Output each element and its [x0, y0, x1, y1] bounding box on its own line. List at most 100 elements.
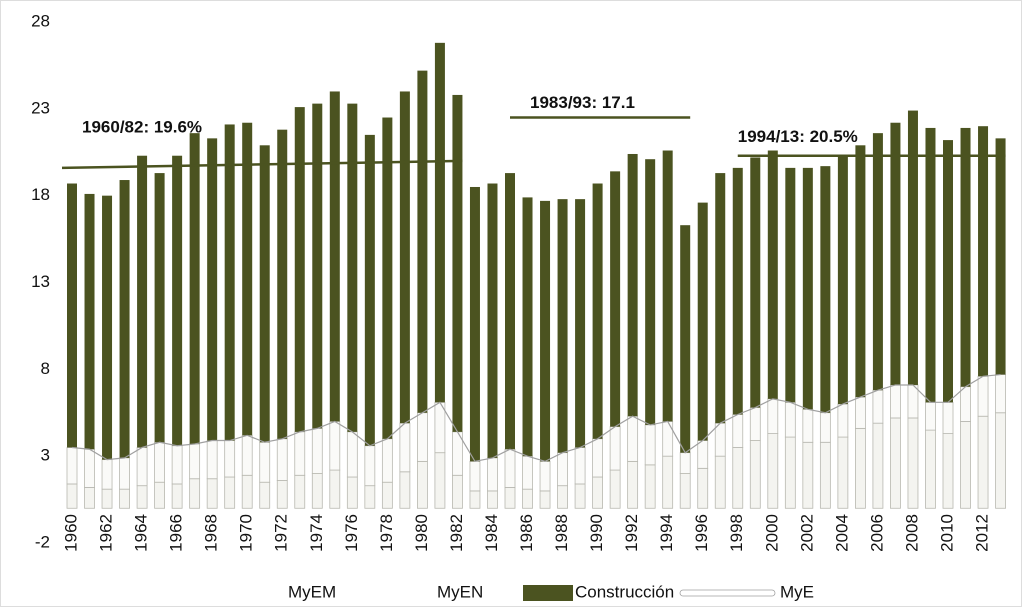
- bar-segment: [189, 443, 201, 480]
- annotation: 1983/93: 17.1: [530, 93, 635, 112]
- bar-segment: [627, 415, 639, 462]
- bar-segment: [347, 103, 358, 432]
- bar-segment: [329, 91, 340, 422]
- x-tick-label: 1986: [517, 514, 536, 552]
- bar-segment: [206, 440, 218, 480]
- bar-segment: [855, 145, 866, 398]
- bar-segment: [417, 70, 428, 413]
- bar-segment: [714, 455, 726, 509]
- bar-segment: [977, 415, 989, 509]
- bar-segment: [469, 490, 481, 509]
- bar-segment: [241, 474, 253, 509]
- bar-segment: [487, 490, 498, 509]
- bar-segment: [416, 412, 428, 462]
- bar-segment: [241, 434, 253, 476]
- x-tick-label: 1996: [692, 514, 711, 552]
- bar-segment: [119, 457, 130, 490]
- bar-segment: [206, 478, 218, 509]
- x-tick-label: 1980: [412, 514, 431, 552]
- x-tick-label: 1964: [132, 514, 151, 552]
- bar-segment: [592, 183, 603, 439]
- bar-segment: [382, 117, 393, 439]
- bar-segment: [995, 412, 1006, 509]
- bar-segment: [154, 481, 166, 509]
- legend-label: MyEM: [288, 582, 336, 601]
- x-tick-label: 1970: [237, 514, 256, 552]
- bar-segment: [714, 422, 726, 457]
- bar-segment: [977, 375, 989, 417]
- bar-segment: [697, 202, 708, 441]
- bar-segment: [679, 473, 691, 509]
- bar-segment: [767, 150, 778, 399]
- bar-segment: [750, 157, 761, 408]
- x-tick-label: 1984: [482, 514, 501, 552]
- bar-segment: [224, 124, 235, 441]
- y-tick-label: 8: [41, 359, 50, 378]
- bar-segment: [942, 401, 954, 434]
- bar-segment: [925, 401, 936, 431]
- annotation: 1960/82: 19.6%: [82, 117, 202, 136]
- bar-segment: [662, 150, 673, 422]
- y-tick-label: 18: [31, 185, 50, 204]
- bar-segment: [592, 476, 603, 509]
- bar-segment: [627, 153, 638, 417]
- bar-segment: [574, 447, 586, 485]
- bar-segment: [416, 460, 428, 509]
- bar-segment: [679, 452, 691, 474]
- bar-segment: [995, 138, 1006, 375]
- bar-segment: [469, 186, 480, 462]
- bar-segment: [749, 440, 761, 509]
- bar-segment: [381, 438, 393, 483]
- bar-segment: [907, 384, 919, 419]
- bar-segment: [277, 129, 288, 439]
- bar-segment: [346, 431, 358, 478]
- bar-segment: [101, 488, 113, 509]
- bar-segment: [346, 476, 358, 509]
- bar-segment: [294, 107, 305, 432]
- bar-segment: [749, 407, 761, 441]
- bar-segment: [960, 421, 971, 509]
- bar-segment: [802, 408, 814, 443]
- bar-segment: [364, 134, 375, 446]
- average-line: [61, 159, 463, 170]
- bar-segment: [557, 452, 568, 487]
- y-tick-label: -2: [35, 532, 50, 551]
- y-tick-label: 23: [31, 98, 50, 117]
- bar-segment: [364, 485, 376, 509]
- bar-segment: [557, 199, 568, 453]
- bar-segment: [784, 401, 796, 438]
- x-tick-label: 2004: [832, 514, 851, 552]
- bar-segment: [872, 133, 883, 391]
- bar-segment: [101, 459, 113, 490]
- bar-segment: [627, 460, 639, 509]
- bar-segment: [505, 173, 515, 450]
- x-tick-label: 1972: [272, 514, 291, 552]
- bar-segment: [890, 122, 901, 385]
- x-tick-label: 2010: [937, 514, 956, 552]
- bar-segment: [837, 403, 849, 438]
- bar-segment: [575, 199, 586, 448]
- bar-segment: [242, 122, 253, 436]
- bar-segment: [610, 171, 621, 427]
- bar-segment: [434, 42, 445, 403]
- bar-segment: [259, 481, 271, 509]
- bar-segment: [872, 422, 884, 509]
- bar-segment: [329, 421, 341, 471]
- bar-segment: [557, 485, 568, 509]
- bar-segment: [925, 429, 936, 509]
- bar-segment: [767, 433, 779, 509]
- bar-segment: [434, 401, 446, 454]
- bar-segment: [189, 478, 201, 509]
- bar-segment: [84, 487, 95, 509]
- bar-segment: [276, 480, 288, 509]
- annotation: 1994/13: 20.5%: [738, 127, 858, 146]
- bar-segment: [855, 396, 866, 429]
- bar-segment: [697, 440, 709, 469]
- bar-segment: [136, 485, 148, 509]
- bar-segment: [119, 488, 130, 509]
- bar-segment: [522, 197, 533, 457]
- bar-segment: [522, 488, 533, 509]
- x-tick-label: 1960: [61, 514, 80, 552]
- bar-segment: [644, 424, 656, 466]
- bar-segment: [837, 436, 849, 509]
